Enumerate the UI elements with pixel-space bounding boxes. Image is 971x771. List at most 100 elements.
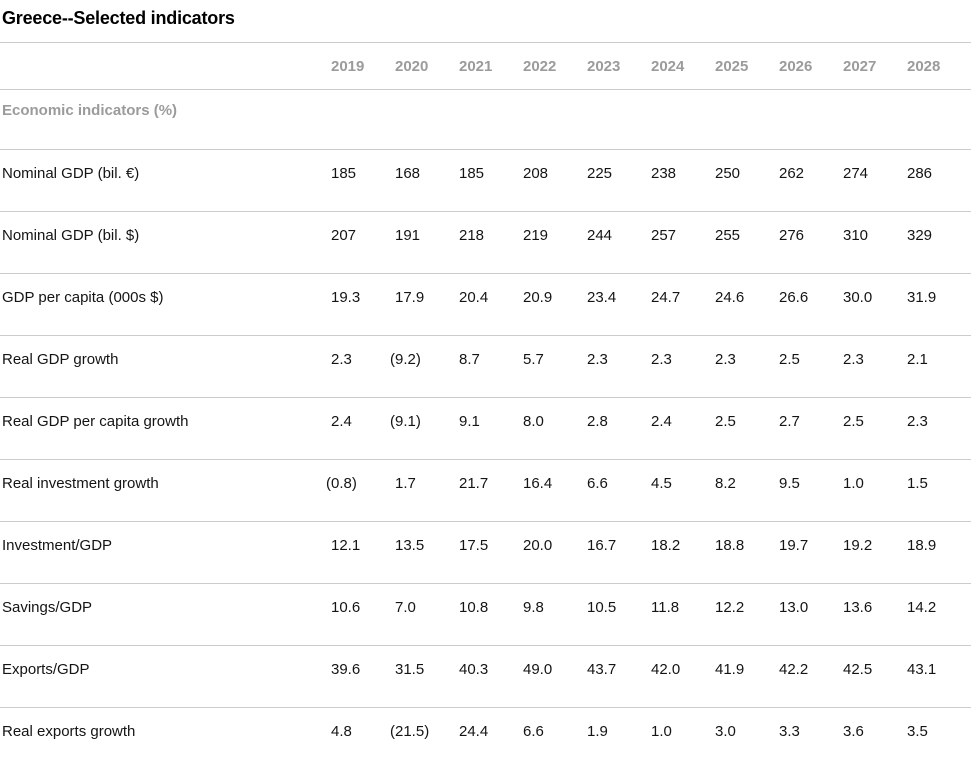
cell-value: 14.2 xyxy=(907,583,971,646)
row-label: Investment/GDP xyxy=(0,521,331,584)
cell-value: 11.8 xyxy=(651,583,715,646)
cell-value: 274 xyxy=(843,149,907,212)
cell-value: 262 xyxy=(779,149,843,212)
cell-value: 1.0 xyxy=(843,459,907,522)
cell-value: 286 xyxy=(907,149,971,212)
cell-value: 12.1 xyxy=(331,521,395,584)
cell-value: 43.1 xyxy=(907,645,971,708)
cell-value: 39.6 xyxy=(331,645,395,708)
cell-value: 276 xyxy=(779,211,843,274)
cell-value: (0.8) xyxy=(326,459,395,522)
cell-value: 16.7 xyxy=(587,521,651,584)
table-row: Nominal GDP (bil. €) 185 168 185 208 225 238 2… xyxy=(0,149,971,212)
cell-value: 2.5 xyxy=(715,397,779,460)
cell-value: 41.9 xyxy=(715,645,779,708)
cell-value: 3.0 xyxy=(715,722,736,740)
table-row: Exports/GDP 39.6 31.5 40.3 49.0 43.7 42.0 41.9… xyxy=(0,645,971,708)
cell-value: 168 xyxy=(395,149,459,212)
cell-value: 17.9 xyxy=(395,273,459,336)
cell-value: 310 xyxy=(843,211,907,274)
cell-value: 42.5 xyxy=(843,645,907,708)
cell-value: 43.7 xyxy=(587,645,651,708)
cell-value: 238 xyxy=(651,149,715,212)
cell-value: 2.3 xyxy=(587,335,651,398)
cell-value: 2.8 xyxy=(587,397,651,460)
year-header: 2027 xyxy=(843,43,907,90)
year-header-row: 2019 2020 2021 2022 2023 2024 2025 2026 … xyxy=(0,43,971,90)
row-label: Nominal GDP (bil. €) xyxy=(0,149,331,212)
cell-value: 20.9 xyxy=(523,273,587,336)
table-body: Economic indicators (%) Nominal GDP (bil… xyxy=(0,89,971,769)
cell-value: 7.0 xyxy=(395,583,459,646)
cell-value: 2.3 xyxy=(715,335,779,398)
cell-value: 24.6 xyxy=(715,273,779,336)
cell-value: 20.4 xyxy=(459,273,523,336)
row-label: Real GDP growth xyxy=(0,335,331,398)
cell-value: 12.2 xyxy=(715,583,779,646)
cell-value: 208 xyxy=(523,149,587,212)
cell-value: 2.3 xyxy=(843,335,907,398)
cell-value: 218 xyxy=(459,211,523,274)
cell-value: 3.3 xyxy=(779,722,800,740)
table-row: Real investment growth (0.8) 1.7 21.7 16.4 6… xyxy=(0,459,971,522)
cell-value: 18.9 xyxy=(907,521,971,584)
cell-value: 244 xyxy=(587,211,651,274)
cell-value: 3.6 xyxy=(843,722,864,740)
cell-value: 49.0 xyxy=(523,645,587,708)
cell-value: 225 xyxy=(587,149,651,212)
cell-value: 2.3 xyxy=(651,335,715,398)
cell-value: (9.2) xyxy=(390,335,459,398)
row-label: Real exports growth xyxy=(2,722,136,740)
cell-value: 42.0 xyxy=(651,645,715,708)
year-header: 2028 xyxy=(907,43,971,90)
cell-value: 2.3 xyxy=(331,335,395,398)
cell-value: 18.8 xyxy=(715,521,779,584)
cell-value: 185 xyxy=(459,149,523,212)
cell-value: 10.5 xyxy=(587,583,651,646)
year-header: 2024 xyxy=(651,43,715,90)
cell-value: 1.5 xyxy=(907,459,971,522)
cell-value: 9.8 xyxy=(523,583,587,646)
cell-value: 6.6 xyxy=(523,722,544,740)
indicators-table: 2019 2020 2021 2022 2023 2024 2025 2026 … xyxy=(0,43,971,769)
cell-value: 3.5 xyxy=(907,722,928,740)
cell-value: 19.2 xyxy=(843,521,907,584)
cell-value: 2.1 xyxy=(907,335,971,398)
table-row: Investment/GDP 12.1 13.5 17.5 20.0 16.7 18.2 1… xyxy=(0,521,971,584)
cell-value: 21.7 xyxy=(459,459,523,522)
row-label: Real investment growth xyxy=(0,459,331,522)
table-row: Real GDP per capita growth 2.4 (9.1) 9.1 8.… xyxy=(0,397,971,460)
cell-value: 26.6 xyxy=(779,273,843,336)
cell-value: 207 xyxy=(331,211,395,274)
cell-value: 1.7 xyxy=(395,459,459,522)
row-label: Real GDP per capita growth xyxy=(0,397,331,460)
section-header-row: Economic indicators (%) xyxy=(0,89,971,150)
row-label: Savings/GDP xyxy=(0,583,331,646)
cell-value: 13.0 xyxy=(779,583,843,646)
cell-value: 257 xyxy=(651,211,715,274)
cell-value: 19.3 xyxy=(331,273,395,336)
cell-value: 185 xyxy=(331,149,395,212)
table-row: Savings/GDP 10.6 7.0 10.8 9.8 10.5 11.8 12.2 13… xyxy=(0,583,971,646)
year-header: 2025 xyxy=(715,43,779,90)
cell-value: 2.7 xyxy=(779,397,843,460)
table-row: Real GDP growth 2.3 (9.2) 8.7 5.7 2.3 2.3 2.3 2… xyxy=(0,335,971,398)
page-title: Greece--Selected indicators xyxy=(0,0,971,43)
cell-value: 42.2 xyxy=(779,645,843,708)
year-header: 2026 xyxy=(779,43,843,90)
cell-value: 16.4 xyxy=(523,459,587,522)
cell-value: 24.4 xyxy=(459,722,489,740)
year-header: 2019 xyxy=(331,43,395,90)
table-row: GDP per capita (000s $) 19.3 17.9 20.4 20.9… xyxy=(0,273,971,336)
cell-value: 24.7 xyxy=(651,273,715,336)
cell-value: 10.8 xyxy=(459,583,523,646)
cell-value: 191 xyxy=(395,211,459,274)
cell-value: 9.5 xyxy=(779,459,843,522)
year-header: 2021 xyxy=(459,43,523,90)
cell-value: 2.4 xyxy=(331,397,395,460)
cell-value: 40.3 xyxy=(459,645,523,708)
year-header-spacer xyxy=(0,43,331,90)
cell-value: 23.4 xyxy=(587,273,651,336)
row-label: GDP per capita (000s $) xyxy=(0,273,331,336)
cell-value: 4.5 xyxy=(651,459,715,522)
